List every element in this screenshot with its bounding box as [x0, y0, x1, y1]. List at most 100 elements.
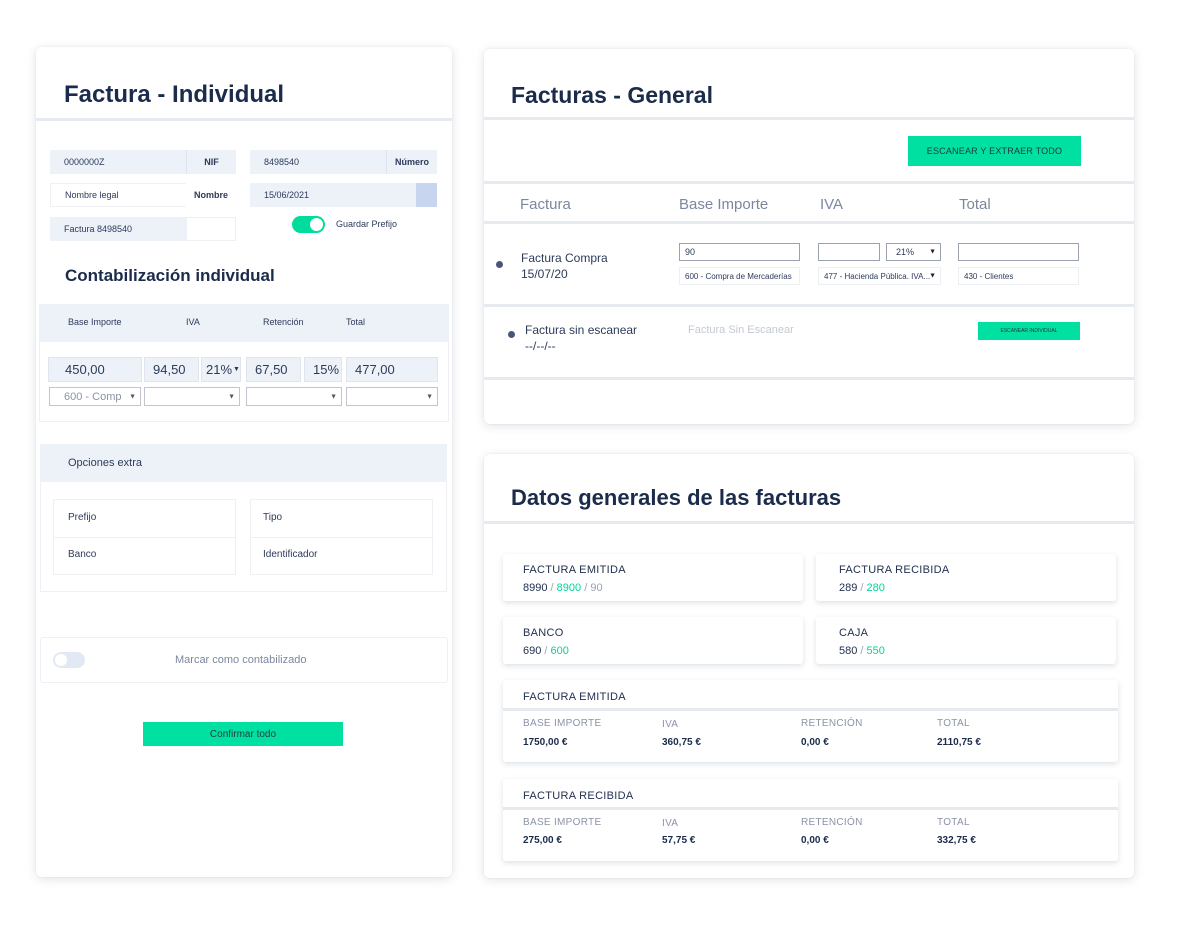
divider — [484, 117, 1134, 120]
stat-factura-emitida: FACTURA EMITIDA 8990 / 8900 / 90 — [503, 554, 803, 601]
col-total: Total — [346, 317, 366, 327]
base-importe-input[interactable]: 450,00 — [48, 357, 142, 382]
row1-iva-input[interactable] — [818, 243, 880, 261]
col-iva: IVA — [186, 317, 200, 327]
stat-green: 600 — [550, 645, 569, 657]
section-title: Contabilización individual — [65, 266, 275, 285]
value-iva: 360,75 € — [662, 737, 701, 748]
value-total: 2110,75 € — [937, 737, 981, 748]
stat-green: 550 — [866, 645, 885, 657]
stat-total: 289 — [839, 582, 858, 594]
scan-individual-button[interactable]: ESCANEAR INDIVIDUAL — [978, 322, 1080, 340]
fecha-field[interactable]: 15/06/2021 — [250, 183, 437, 207]
chevron-down-icon: ▼ — [330, 393, 337, 400]
row1-base-input[interactable]: 90 — [679, 243, 800, 261]
stat-green: 280 — [866, 582, 885, 594]
marcar-label: Marcar como contabilizado — [175, 654, 307, 666]
col-total: TOTAL — [937, 817, 970, 828]
prefijo-label: Prefijo — [68, 512, 97, 523]
confirmar-button[interactable]: Confirmar todo — [143, 722, 343, 746]
cuenta-base-select[interactable]: 600 - Comp ▼ — [49, 387, 141, 406]
row1-cuenta-base[interactable]: 600 - Compra de Mercaderías — [679, 267, 800, 285]
datos-title: Datos generales de las facturas — [511, 485, 842, 510]
divider — [36, 118, 452, 121]
status-dot — [508, 331, 515, 338]
col-total: TOTAL — [937, 718, 970, 729]
contab-body — [39, 342, 449, 422]
calendar-icon[interactable] — [416, 183, 437, 207]
iva-input[interactable]: 94,50 — [144, 357, 199, 382]
divider — [503, 708, 1118, 711]
facturas-general-card: Facturas - General ESCANEAR Y EXTRAER TO… — [484, 49, 1134, 424]
nif-label: NIF — [186, 150, 236, 174]
factura-number-field[interactable]: Factura 8498540 — [50, 217, 186, 241]
tipo-box[interactable] — [250, 499, 434, 575]
stat-green: 8900 — [556, 582, 582, 594]
row2-name[interactable]: Factura sin escanear — [525, 323, 638, 337]
cuenta-iva-select[interactable]: ▼ — [144, 387, 240, 406]
row2-placeholder: Factura Sin Escanear — [688, 324, 794, 336]
stat-value: 8990 / 8900 / 90 — [523, 582, 603, 594]
general-title: Facturas - General — [511, 82, 713, 108]
stat-total: 8990 — [523, 582, 548, 594]
nombre-label: Nombre — [186, 183, 236, 207]
toggle-knob — [310, 218, 323, 231]
row1-cuenta-total[interactable]: 430 - Clientes — [958, 267, 1079, 285]
stat-label: BANCO — [523, 627, 564, 639]
col-base-importe: Base Importe — [679, 196, 769, 213]
stat-total: 580 — [839, 645, 858, 657]
row1-cuenta-iva[interactable]: 477 - Hacienda Pública. IVA... ▼ — [818, 267, 941, 285]
scan-all-button[interactable]: ESCANEAR Y EXTRAER TODO — [908, 136, 1081, 166]
chevron-down-icon: ▼ — [233, 366, 240, 373]
divider — [503, 807, 1118, 810]
chevron-down-icon: ▼ — [129, 393, 136, 400]
datos-generales-card: Datos generales de las facturas FACTURA … — [484, 454, 1134, 878]
retencion-percent[interactable]: 15% — [304, 357, 342, 382]
stat-grey: 90 — [590, 582, 603, 594]
stat-total: 690 — [523, 645, 542, 657]
tipo-label: Tipo — [263, 512, 283, 523]
box-divider — [251, 537, 434, 538]
value-retencion: 0,00 € — [801, 835, 829, 846]
cuenta-retencion-select[interactable]: ▼ — [246, 387, 342, 406]
col-iva: IVA — [662, 719, 679, 730]
col-iva: IVA — [820, 196, 844, 213]
total-input[interactable]: 477,00 — [346, 357, 438, 382]
col-factura: Factura — [520, 196, 571, 213]
divider — [484, 304, 1134, 307]
col-base-importe: BASE IMPORTE — [523, 718, 602, 729]
opciones-title: Opciones extra — [68, 457, 142, 469]
stat-label: FACTURA RECIBIDA — [839, 564, 950, 576]
retencion-input[interactable]: 67,50 — [246, 357, 301, 382]
value-base-importe: 1750,00 € — [523, 737, 568, 748]
summary-label: FACTURA EMITIDA — [523, 691, 626, 703]
value-base-importe: 275,00 € — [523, 835, 562, 846]
divider — [484, 181, 1134, 184]
prefijo-box[interactable] — [53, 499, 237, 575]
guardar-prefijo-toggle[interactable] — [292, 216, 325, 233]
separator: / — [584, 582, 588, 594]
row1-iva-select[interactable]: 21% ▼ — [886, 243, 941, 261]
value-iva: 57,75 € — [662, 835, 696, 846]
divider — [484, 377, 1134, 380]
opciones-header[interactable] — [40, 444, 447, 482]
marcar-toggle[interactable] — [53, 652, 85, 668]
stat-value: 580 / 550 — [839, 645, 885, 657]
col-base-importe: Base Importe — [68, 317, 122, 327]
stat-value: 690 / 600 — [523, 645, 569, 657]
divider — [484, 521, 1134, 524]
box-divider — [54, 537, 237, 538]
summary-label: FACTURA RECIBIDA — [523, 790, 634, 802]
stat-label: CAJA — [839, 627, 869, 639]
row1-total-input[interactable] — [958, 243, 1079, 261]
iva-percent-value: 21% — [206, 362, 233, 377]
value-total: 332,75 € — [937, 835, 976, 846]
iva-percent-select[interactable]: 21% ▼ — [201, 357, 241, 382]
col-iva: IVA — [662, 818, 679, 829]
row1-name[interactable]: Factura Compra — [521, 251, 608, 265]
factura-individual-card: Factura - Individual 0000000Z NIF 849854… — [36, 47, 452, 877]
page-title: Factura - Individual — [64, 81, 285, 108]
chevron-down-icon: ▼ — [929, 248, 936, 256]
cuenta-total-select[interactable]: ▼ — [346, 387, 438, 406]
separator: / — [550, 582, 554, 594]
